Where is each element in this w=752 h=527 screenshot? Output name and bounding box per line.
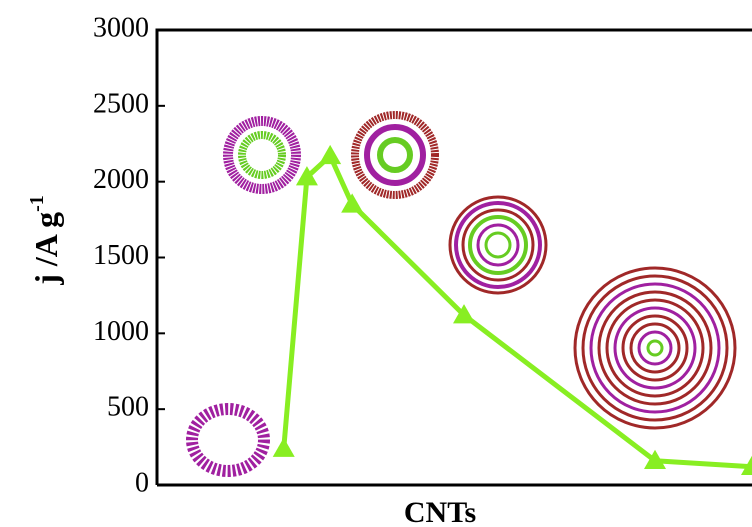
y-tick-label: 3000 — [93, 12, 149, 43]
cnt-triple — [351, 111, 439, 199]
axes-frame — [155, 28, 752, 487]
y-axis-label: j /A g-1 — [26, 195, 65, 286]
y-tick-label: 1500 — [93, 240, 149, 271]
point-marker — [272, 437, 295, 457]
cnt-multi — [448, 195, 548, 295]
point-marker — [741, 455, 752, 476]
point-marker — [319, 144, 342, 165]
x-axis-label: CNTs — [404, 496, 476, 527]
cnt-double — [223, 116, 301, 194]
illustrations — [186, 111, 737, 477]
y-tick-label: 500 — [107, 392, 149, 423]
y-tick-label: 0 — [135, 467, 149, 498]
cnt-many — [573, 266, 737, 430]
y-tick-label: 1000 — [93, 316, 149, 347]
point-marker — [341, 193, 364, 213]
cnt-single — [186, 403, 270, 477]
y-tick-label: 2000 — [93, 164, 149, 195]
y-tick-label: 2500 — [93, 88, 149, 119]
point-marker — [453, 304, 476, 324]
y-axis-label-main: j /A g — [28, 212, 64, 286]
y-axis-label-sup: -1 — [26, 195, 48, 212]
point-marker — [644, 449, 667, 469]
point-marker — [295, 166, 318, 186]
